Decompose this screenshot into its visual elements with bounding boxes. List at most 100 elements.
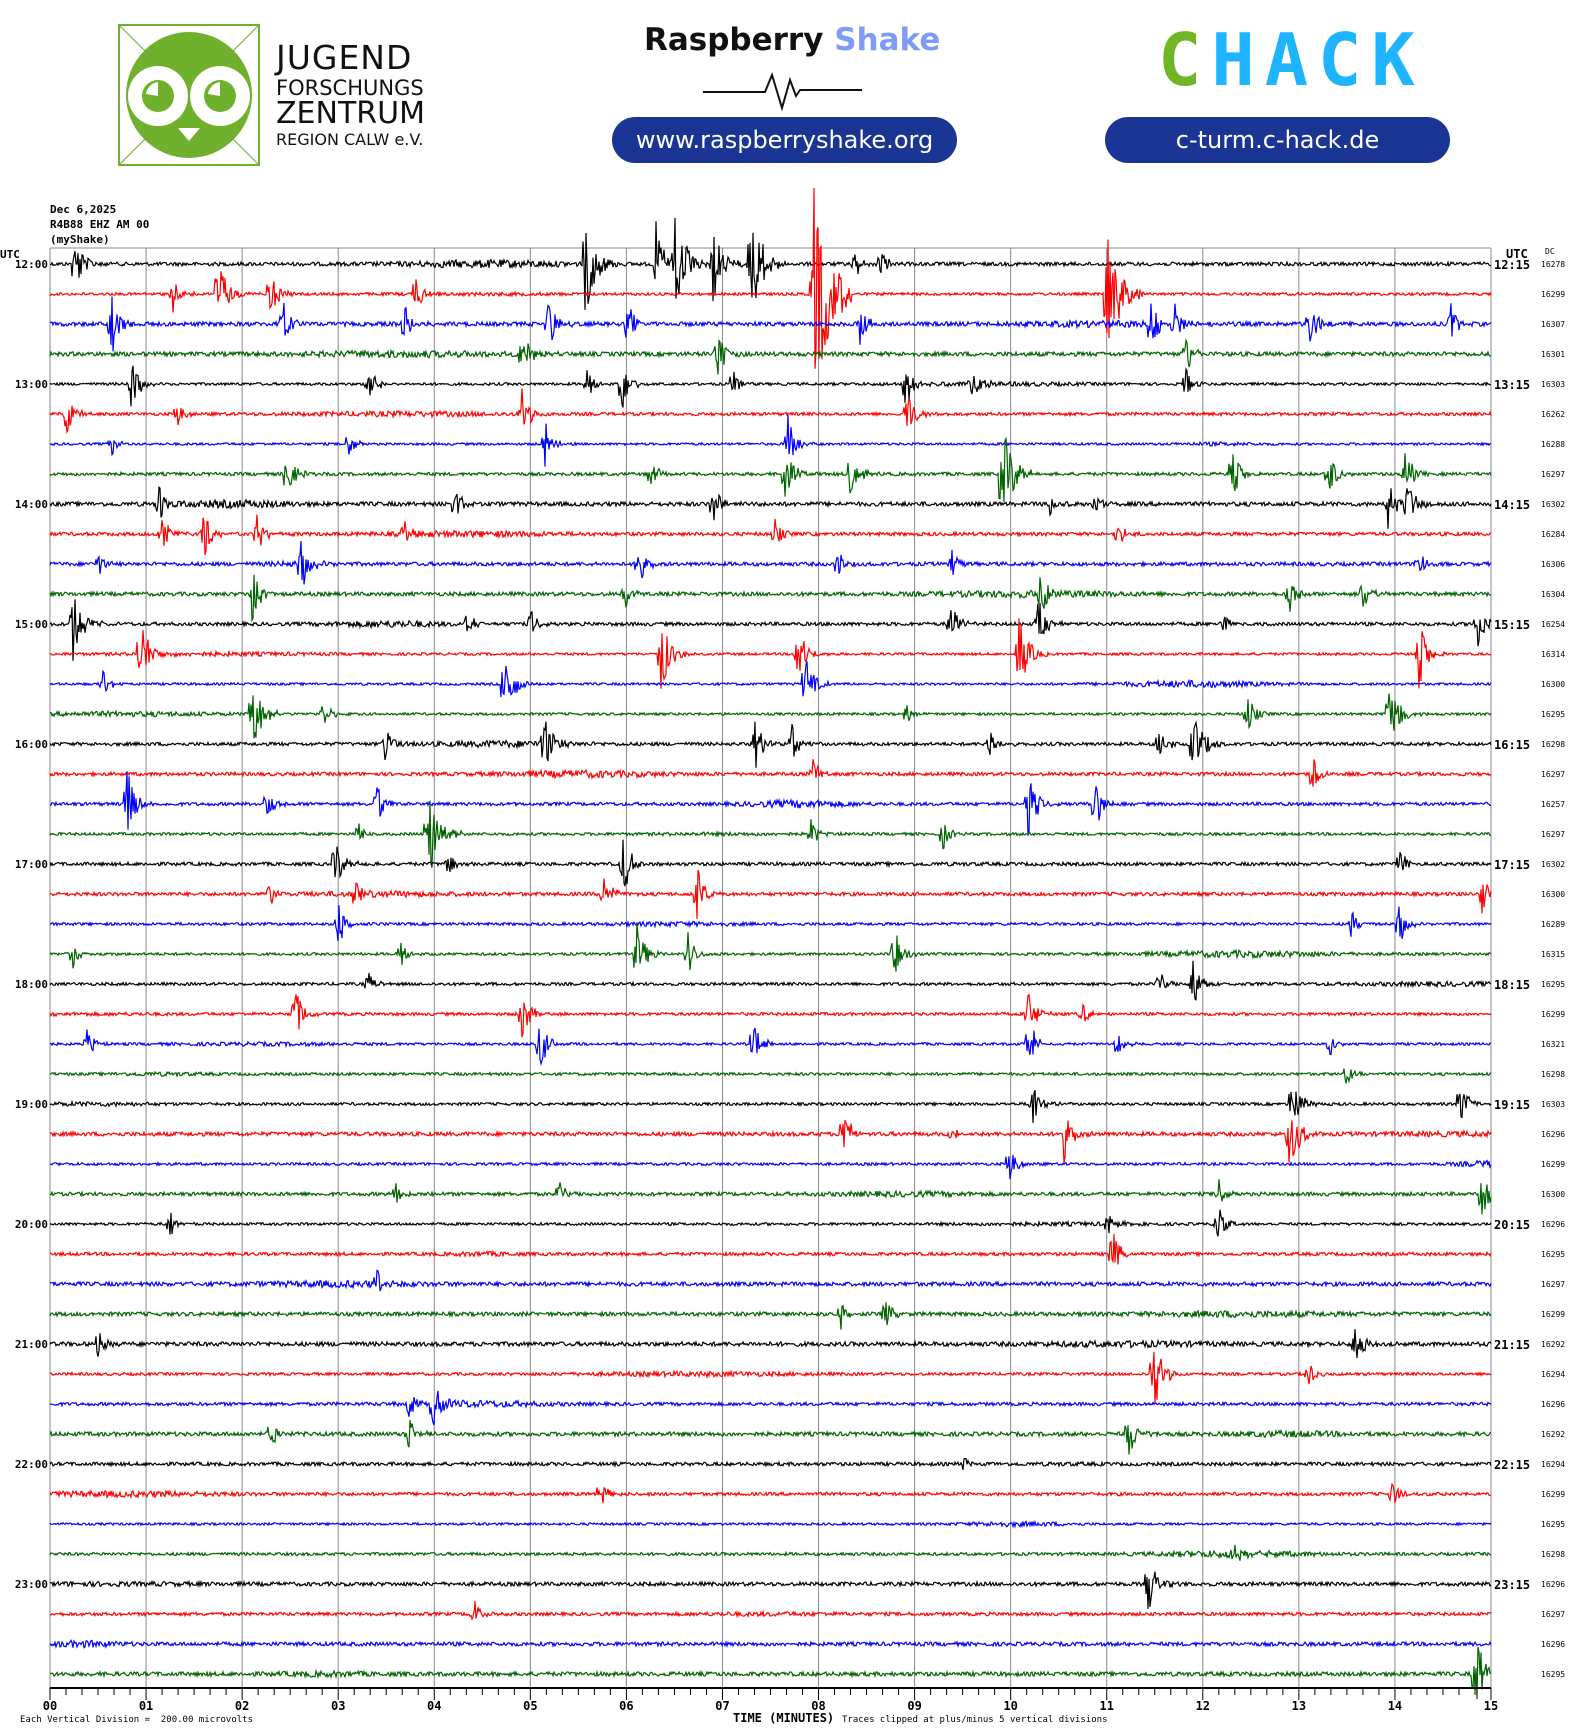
- trace-row-13: [49, 618, 1492, 689]
- rs-title: Raspberry Shake: [644, 22, 940, 58]
- dc-offset-label: 16297: [1541, 830, 1565, 839]
- right-time-label: 18:15: [1494, 978, 1530, 992]
- trace-row-19: [49, 800, 1492, 868]
- right-time-label: 17:15: [1494, 858, 1530, 872]
- minute-gridlines: [49, 248, 1492, 1688]
- dc-offset-label: 16288: [1541, 440, 1565, 449]
- dc-offset-label: 16257: [1541, 800, 1565, 809]
- trace-row-24: [49, 960, 1492, 1001]
- rs-title-shake: Shake: [834, 22, 941, 58]
- left-time-label: 17:00: [15, 858, 48, 871]
- dc-offset-label: 16292: [1541, 1340, 1565, 1349]
- x-tick-label: 01: [139, 1699, 153, 1713]
- jfz-line1: JUGEND: [276, 38, 413, 77]
- trace-row-45: [49, 1601, 1492, 1622]
- x-tick-label: 10: [1003, 1699, 1017, 1713]
- trace-row-22: [49, 905, 1492, 941]
- x-axis-title: TIME (MINUTES): [733, 1711, 834, 1725]
- x-tick-label: 09: [907, 1699, 921, 1713]
- dc-offset-label: 16299: [1541, 1490, 1565, 1499]
- chack-url-link[interactable]: c-turm.c-hack.de: [1105, 117, 1450, 163]
- dc-offset-label: 16303: [1541, 380, 1565, 389]
- left-time-label: 20:00: [15, 1218, 48, 1231]
- x-tick-label: 11: [1100, 1699, 1114, 1713]
- x-tick-label: 13: [1292, 1699, 1306, 1713]
- trace-row-37: [49, 1351, 1492, 1404]
- left-utc-label: UTC: [0, 248, 20, 261]
- trace-row-17: [49, 759, 1492, 787]
- trace-row-42: [49, 1519, 1492, 1529]
- x-tick-label: 00: [43, 1699, 57, 1713]
- dc-offset-label: 16300: [1541, 1190, 1565, 1199]
- right-time-label: 12:15: [1494, 258, 1530, 272]
- chack-logo: CHACK c-turm.c-hack.de: [1100, 18, 1460, 168]
- seismic-wave-icon: [703, 72, 862, 112]
- trace-row-15: [49, 693, 1492, 739]
- dc-offset-label: 16304: [1541, 590, 1565, 599]
- trace-row-5: [49, 388, 1492, 435]
- chack-c: C: [1158, 18, 1212, 102]
- x-tick-label: 05: [523, 1699, 537, 1713]
- right-time-label: 23:15: [1494, 1578, 1530, 1592]
- x-tick-label: 08: [811, 1699, 825, 1713]
- dc-offset-label: 16254: [1541, 620, 1565, 629]
- dc-offset-label: 16314: [1541, 650, 1565, 659]
- right-time-label: 22:15: [1494, 1458, 1530, 1472]
- dc-offset-label: 16297: [1541, 470, 1565, 479]
- left-time-label: 13:00: [15, 378, 48, 391]
- trace-row-46: [49, 1639, 1492, 1649]
- left-time-label: 19:00: [15, 1098, 48, 1111]
- trace-row-4: [49, 365, 1492, 408]
- dc-offset-label: 16295: [1541, 980, 1565, 989]
- station-label: R4B88 EHZ AM 00: [50, 218, 149, 231]
- dc-offset-label: 16298: [1541, 1070, 1565, 1079]
- raspberryshake-url-link[interactable]: www.raspberryshake.org: [612, 117, 957, 163]
- dc-offset-label: 16298: [1541, 1550, 1565, 1559]
- dc-offset-label: 16299: [1541, 290, 1565, 299]
- rs-title-raspberry: Raspberry: [644, 22, 824, 58]
- dc-offset-label: 16296: [1541, 1130, 1565, 1139]
- trace-row-8: [49, 486, 1492, 529]
- trace-row-43: [49, 1544, 1492, 1561]
- seismic-traces: [49, 187, 1492, 1700]
- left-time-label: 18:00: [15, 978, 48, 991]
- x-axis-ticks: 00 01 02 03 04 05 06 07 08 09 10 11 12 13 14 15: [43, 1688, 1498, 1713]
- jfz-line2: FORSCHUNGS: [276, 76, 424, 100]
- dc-offset-label: 16294: [1541, 1370, 1565, 1379]
- dc-offset-label: 16302: [1541, 860, 1565, 869]
- dc-offset-label: 16284: [1541, 530, 1565, 539]
- trace-row-23: [49, 922, 1492, 972]
- right-time-label: 14:15: [1494, 498, 1530, 512]
- left-time-label: 15:00: [15, 618, 48, 631]
- dc-offset-label: 16296: [1541, 1640, 1565, 1649]
- trace-row-9: [49, 514, 1492, 555]
- trace-row-36: [49, 1329, 1492, 1359]
- left-time-labels: 12:00 13:00 14:00 15:00 16:00 17:00 18:00 19:00…: [15, 258, 48, 1591]
- dc-offset-label: 16315: [1541, 950, 1565, 959]
- trace-row-3: [49, 338, 1492, 375]
- trace-row-1: [49, 187, 1492, 369]
- x-tick-label: 04: [427, 1699, 441, 1713]
- dc-offset-label: 16296: [1541, 1580, 1565, 1589]
- x-tick-label: 06: [619, 1699, 633, 1713]
- dc-offset-label: 16296: [1541, 1220, 1565, 1229]
- jfz-line4: REGION CALW e.V.: [276, 130, 424, 149]
- trace-row-2: [49, 296, 1492, 352]
- right-time-label: 13:15: [1494, 378, 1530, 392]
- trace-row-0: [49, 217, 1492, 310]
- dc-offset-label: 16294: [1541, 1460, 1565, 1469]
- dc-offset-label: 16295: [1541, 1250, 1565, 1259]
- date-label: Dec 6,2025: [50, 203, 116, 216]
- trace-row-26: [49, 1027, 1492, 1067]
- trace-row-10: [49, 541, 1492, 585]
- trace-row-25: [49, 993, 1492, 1038]
- x-tick-label: 03: [331, 1699, 345, 1713]
- raspberry-shake-logo: Raspberry Shake www.raspberryshake.org: [600, 18, 980, 168]
- dc-offset-label: 16299: [1541, 1010, 1565, 1019]
- dc-offset-label: 16300: [1541, 680, 1565, 689]
- dc-offset-label: 16296: [1541, 1400, 1565, 1409]
- trace-row-18: [49, 771, 1492, 836]
- trace-row-6: [49, 414, 1492, 467]
- trace-row-16: [49, 720, 1492, 768]
